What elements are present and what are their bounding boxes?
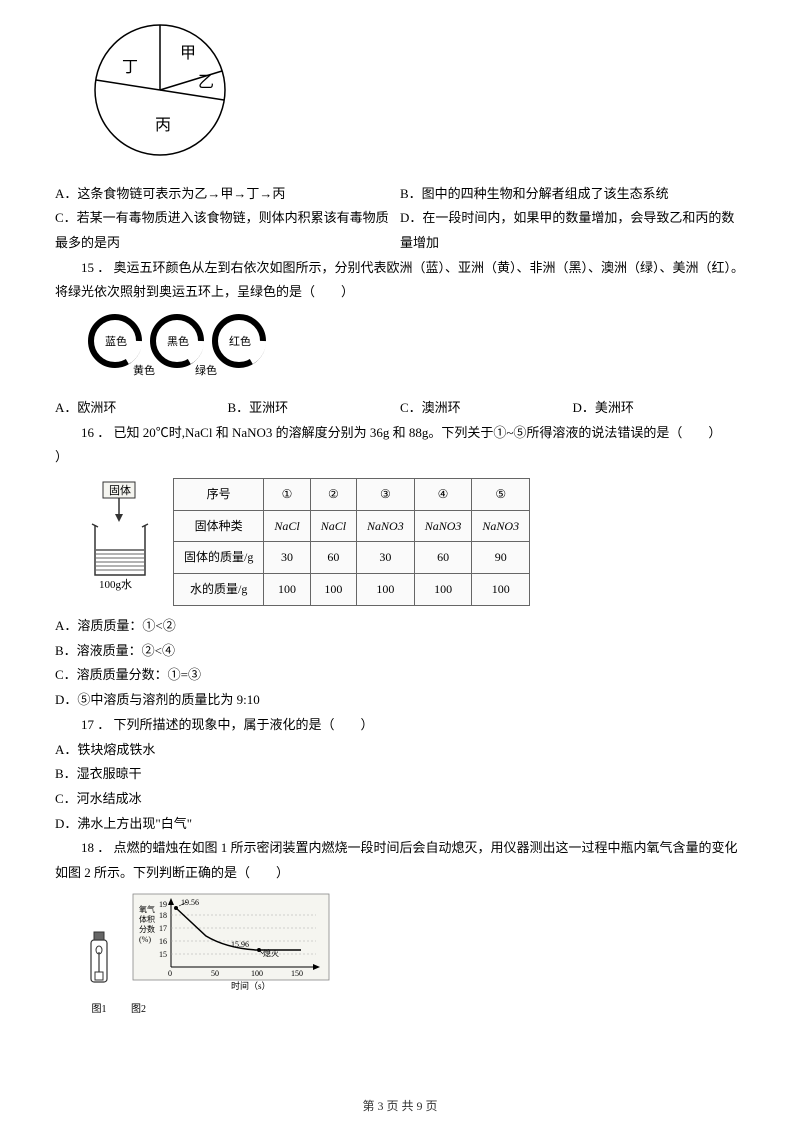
svg-text:17: 17 [159, 924, 167, 933]
solubility-table: 序号 ① ② ③ ④ ⑤ 固体种类 NaCl NaCl NaNO3 NaNO3 … [173, 478, 530, 606]
q17-opt-a: A．铁块熔成铁水 [55, 738, 745, 763]
q15-text: 15 ． 奥运五环颜色从左到右依次如图所示，分别代表欧洲（蓝）、亚洲（黄）、非洲… [55, 256, 745, 305]
svg-text:氧气: 氧气 [139, 904, 155, 914]
q17-num: 17 ． [81, 717, 110, 732]
svg-text:19.56: 19.56 [181, 898, 199, 907]
q15-opt-c: C．澳洲环 [400, 396, 573, 421]
q16-opt-d: D．⑤中溶质与溶剂的质量比为 9:10 [55, 688, 745, 713]
table-row: 水的质量/g 100 100 100 100 100 [174, 574, 530, 606]
q15-opt-b: B．亚洲环 [228, 396, 401, 421]
table-row: 固体的质量/g 30 60 30 60 90 [174, 542, 530, 574]
q16-text: 16 ． 已知 20℃时,NaCl 和 NaNO3 的溶解度分别为 36g 和 … [55, 421, 745, 446]
svg-text:0: 0 [168, 969, 172, 978]
q16-opt-c: C．溶质质量分数：①=③ [55, 663, 745, 688]
q14-options: A．这条食物链可表示为乙→甲→丁→丙 C．若某一有毒物质进入该食物链，则体内积累… [55, 182, 745, 256]
svg-text:分数: 分数 [139, 924, 155, 934]
svg-text:红色: 红色 [229, 334, 251, 348]
svg-text:黄色: 黄色 [133, 363, 155, 377]
pie-svg: 甲 乙 丙 丁 [85, 20, 235, 165]
q18-text: 18 ． 点燃的蜡烛在如图 1 所示密闭装置内燃烧一段时间后会自动熄灭，用仪器测… [55, 836, 745, 885]
svg-text:15.96: 15.96 [231, 940, 249, 949]
q14-opt-c: C．若某一有毒物质进入该食物链，则体内积累该有毒物质最多的是丙 [55, 206, 400, 255]
olympic-rings-figure: 蓝色 黑色 红色 黄色 绿色 [85, 311, 745, 390]
table-header-row: 序号 ① ② ③ ④ ⑤ [174, 478, 530, 510]
svg-text:100g水: 100g水 [99, 578, 132, 591]
q17-text: 17 ． 下列所描述的现象中，属于液化的是（ ） [55, 713, 745, 738]
svg-text:100: 100 [251, 969, 263, 978]
q15-num: 15 ． [81, 260, 110, 275]
q16-num: 16 ． [81, 425, 110, 440]
fig2: 氧气 体积 分数 (%) 15 16 17 18 19 0 50 100 150… [131, 892, 331, 1020]
svg-text:蓝色: 蓝色 [105, 334, 127, 348]
pie-label-jia: 甲 [180, 45, 196, 62]
fig1: 图1 [85, 922, 113, 1020]
q15-options: A．欧洲环 B．亚洲环 C．澳洲环 D．美洲环 [55, 396, 745, 421]
svg-text:15: 15 [159, 950, 167, 959]
pie-label-yi: 乙 [198, 74, 214, 91]
pie-label-ding: 丁 [122, 59, 138, 76]
q16-paren: ） [55, 445, 745, 470]
svg-text:150: 150 [291, 969, 303, 978]
q14-opt-d: D．在一段时间内，如果甲的数量增加，会导致乙和丙的数量增加 [400, 206, 745, 255]
svg-text:18: 18 [159, 911, 167, 920]
svg-text:50: 50 [211, 969, 219, 978]
q15-opt-d: D．美洲环 [573, 396, 746, 421]
svg-text:(%): (%) [139, 935, 151, 944]
q17-opt-c: C．河水结成冰 [55, 787, 745, 812]
page-footer: 第 3 页 共 9 页 [0, 1095, 800, 1118]
q18-figures: 图1 氧气 体积 分数 (%) 15 16 17 18 19 0 50 100 … [85, 892, 745, 1020]
table-row: 固体种类 NaCl NaCl NaNO3 NaNO3 NaNO3 [174, 510, 530, 542]
svg-text:固体: 固体 [109, 483, 131, 497]
svg-text:黑色: 黑色 [167, 334, 189, 348]
q14-opt-b: B．图中的四种生物和分解者组成了该生态系统 [400, 182, 745, 207]
q18-num: 18 ． [81, 840, 110, 855]
q17-opt-d: D．沸水上方出现"白气" [55, 812, 745, 837]
pie-chart-figure: 甲 乙 丙 丁 [85, 20, 745, 174]
svg-text:时间（s）: 时间（s） [231, 980, 271, 991]
beaker-figure: 固体 100g水 [85, 480, 165, 604]
q16-opt-b: B．溶液质量：②<④ [55, 639, 745, 664]
svg-text:体积: 体积 [139, 914, 155, 924]
svg-text:绿色: 绿色 [195, 363, 217, 377]
q16-opt-a: A．溶质质量：①<② [55, 614, 745, 639]
q14-opt-a: A．这条食物链可表示为乙→甲→丁→丙 [55, 182, 400, 207]
q17-opt-b: B．湿衣服晾干 [55, 762, 745, 787]
rings-svg: 蓝色 黑色 红色 黄色 绿色 [85, 311, 295, 381]
q15-opt-a: A．欧洲环 [55, 396, 228, 421]
svg-text:熄灭: 熄灭 [263, 948, 279, 958]
q16-figure-block: 固体 100g水 序号 ① ② ③ ④ ⑤ 固体种类 NaCl NaCl NaN… [85, 478, 745, 606]
pie-label-bing: 丙 [155, 117, 171, 134]
svg-text:19: 19 [159, 900, 167, 909]
svg-text:16: 16 [159, 937, 167, 946]
